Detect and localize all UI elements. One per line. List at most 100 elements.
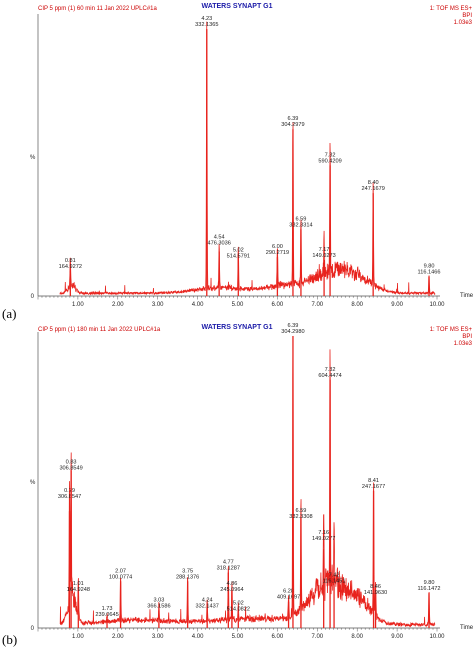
peak-mz-label: 306.8547 <box>58 494 81 500</box>
peak-mz-label: 409.1697 <box>277 595 300 601</box>
x-tick-label: 2.00 <box>112 634 124 640</box>
x-tick-label: 9.00 <box>391 302 403 308</box>
peak-rt-label: 7.32 <box>325 152 336 158</box>
chromatogram-trace <box>59 21 436 296</box>
peak-mz-label: 604.4474 <box>318 373 341 379</box>
peak-rt-label: 0.81 <box>65 258 76 264</box>
peak-mz-label: 164.9272 <box>59 264 82 270</box>
x-tick-label: 3.00 <box>152 634 164 640</box>
peak-rt-label: 7.17 <box>319 247 330 253</box>
x-tick-label: 5.00 <box>232 302 244 308</box>
peak-mz-label: 116.1472 <box>418 586 441 592</box>
peak-mz-label: 332.3308 <box>289 514 312 520</box>
peak-rt-label: 8.46 <box>370 584 381 590</box>
peak-rt-label: 5.02 <box>233 247 244 253</box>
x-tick-label: 10.00 <box>429 302 445 308</box>
x-tick-label: 8.00 <box>351 634 363 640</box>
panel-label: (b) <box>2 632 17 647</box>
x-tick-label: 3.00 <box>152 302 164 308</box>
peak-mz-label: 288.1376 <box>176 574 199 580</box>
x-tick-label: 1.00 <box>72 634 84 640</box>
x-axis-label: Time <box>460 625 474 631</box>
peak-rt-label: 7.42 <box>329 572 340 578</box>
peak-mz-label: 366.1586 <box>147 603 170 609</box>
x-tick-label: 4.00 <box>192 302 204 308</box>
peak-mz-label: 247.1679 <box>361 186 384 192</box>
peak-mz-label: 304.2980 <box>281 329 304 335</box>
x-tick-label: 7.00 <box>311 302 323 308</box>
chromatogram-panel-a: CIP 5 ppm (1) 60 min 11 Jan 2022 UPLC#1a… <box>2 3 474 321</box>
x-tick-label: 5.00 <box>232 634 244 640</box>
peak-mz-label: 332.1437 <box>196 604 219 610</box>
peak-rt-label: 3.75 <box>182 568 193 574</box>
peak-rt-label: 6.00 <box>272 244 283 250</box>
peak-mz-label: 245.0964 <box>220 587 243 593</box>
peak-mz-label: 514.0822 <box>227 606 250 612</box>
sample-header: CIP 5 ppm (1) 60 min 11 Jan 2022 UPLC#1a <box>38 6 158 12</box>
chromatogram-panel-b: CIP 5 ppm (1) 180 min 11 Jan 2022 UPLC#1… <box>2 323 474 647</box>
peak-rt-label: 6.39 <box>288 116 299 122</box>
peak-rt-label: 4.86 <box>226 581 237 587</box>
x-axis-label: Time <box>460 293 474 299</box>
peak-mz-label: 141.9630 <box>364 590 387 596</box>
y-tick-zero: 0 <box>31 626 35 632</box>
x-tick-label: 8.00 <box>351 302 363 308</box>
chromatogram-trace <box>59 335 436 628</box>
peak-rt-label: 4.24 <box>202 598 213 604</box>
peak-rt-label: 1.01 <box>73 581 84 587</box>
x-tick-label: 9.00 <box>391 634 403 640</box>
detector-info-line: 1: TOF MS ES+ <box>430 327 473 333</box>
peak-rt-label: 0.83 <box>66 459 77 465</box>
peak-rt-label: 7.16 <box>318 530 329 536</box>
x-tick-label: 2.00 <box>112 302 124 308</box>
peak-mz-label: 239.0645 <box>95 612 118 618</box>
peak-rt-label: 6.39 <box>288 323 299 329</box>
x-tick-label: 10.00 <box>429 634 445 640</box>
peak-mz-label: 149.0273 <box>312 253 335 259</box>
peak-mz-label: 100.0774 <box>109 574 132 580</box>
peak-mz-label: 290.2719 <box>266 250 289 256</box>
x-tick-label: 6.00 <box>272 302 284 308</box>
peak-mz-label: 318.1287 <box>217 566 240 572</box>
peak-mz-label: 306.8549 <box>59 465 82 471</box>
peak-rt-label: 5.02 <box>233 600 244 606</box>
detector-info-line: 1.03e3 <box>454 341 473 347</box>
peak-mz-label: 247.1677 <box>362 484 385 490</box>
peak-rt-label: 2.07 <box>115 568 126 574</box>
sample-header: CIP 5 ppm (1) 180 min 11 Jan 2022 UPLC#1… <box>38 327 161 333</box>
detector-info-line: BPI <box>462 13 472 19</box>
peak-mz-label: 116.1451 <box>323 578 346 584</box>
peak-rt-label: 8.41 <box>368 478 379 484</box>
detector-info-line: BPI <box>462 334 472 340</box>
y-tick-zero: 0 <box>31 294 35 300</box>
peak-mz-label: 116.1466 <box>418 270 441 276</box>
detector-info-line: 1.03e3 <box>454 20 473 26</box>
peak-rt-label: 9.80 <box>424 264 435 270</box>
y-axis-label: % <box>30 480 36 486</box>
peak-mz-label: 304.2979 <box>281 122 304 128</box>
x-tick-label: 7.00 <box>311 634 323 640</box>
instrument-title: WATERS SYNAPT G1 <box>201 324 272 331</box>
peak-mz-label: 149.0277 <box>312 536 335 542</box>
x-tick-label: 4.00 <box>192 634 204 640</box>
peak-mz-label: 590.4209 <box>318 158 341 164</box>
peak-rt-label: 8.40 <box>368 180 379 186</box>
peak-rt-label: 9.80 <box>424 580 435 586</box>
peak-rt-label: 6.59 <box>295 216 306 222</box>
peak-rt-label: 7.32 <box>325 367 336 373</box>
peak-rt-label: 6.28 <box>283 589 294 595</box>
peak-rt-label: 3.03 <box>153 597 164 603</box>
peak-rt-label: 4.23 <box>201 16 212 22</box>
panel-label: (a) <box>2 306 16 321</box>
peak-mz-label: 164.9248 <box>67 587 90 593</box>
peak-mz-label: 332.1365 <box>195 22 218 28</box>
detector-info-line: 1: TOF MS ES+ <box>430 6 473 12</box>
peak-mz-label: 476.3036 <box>207 241 230 247</box>
peak-rt-label: 0.79 <box>64 488 75 494</box>
peak-rt-label: 4.77 <box>223 560 234 566</box>
peak-rt-label: 4.54 <box>214 235 225 241</box>
peak-rt-label: 1.73 <box>102 606 113 612</box>
x-tick-label: 1.00 <box>72 302 84 308</box>
